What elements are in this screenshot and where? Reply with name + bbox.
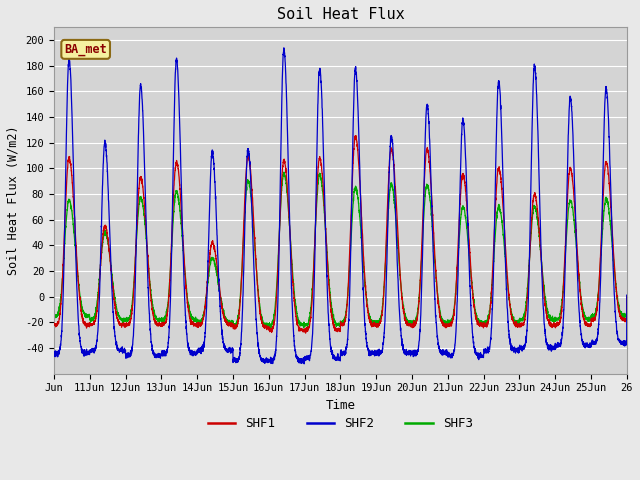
Legend: SHF1, SHF2, SHF3: SHF1, SHF2, SHF3 — [203, 412, 478, 435]
Text: BA_met: BA_met — [64, 43, 107, 56]
Y-axis label: Soil Heat Flux (W/m2): Soil Heat Flux (W/m2) — [7, 126, 20, 275]
X-axis label: Time: Time — [325, 399, 355, 412]
Title: Soil Heat Flux: Soil Heat Flux — [276, 7, 404, 22]
